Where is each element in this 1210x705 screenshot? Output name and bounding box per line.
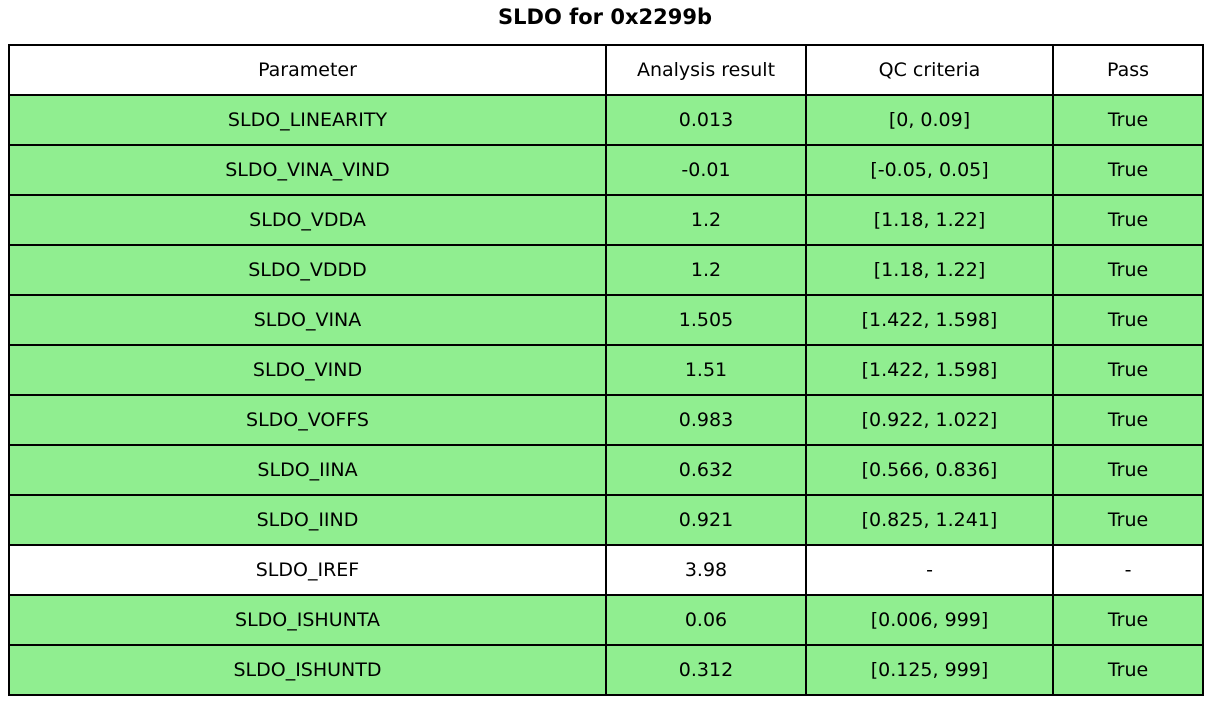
parameter-cell: SLDO_VDDA: [8, 194, 607, 246]
qc-criteria-cell: [1.18, 1.22]: [805, 194, 1054, 246]
parameter-cell: SLDO_ISHUNTD: [8, 644, 607, 696]
qc-criteria-cell: [0.566, 0.836]: [805, 444, 1054, 496]
pass-cell: True: [1052, 244, 1204, 296]
table-row: SLDO_IREF 3.98- -: [8, 544, 1204, 596]
table-row: SLDO_LINEARITY 0.013 [0, 0.09] True: [8, 94, 1204, 146]
qc-criteria-cell: -: [805, 544, 1054, 596]
analysis-result-cell: 3.98: [605, 544, 807, 596]
pass-cell: True: [1052, 294, 1204, 346]
analysis-result-cell: 0.312: [605, 644, 807, 696]
parameter-cell: SLDO_IREF: [8, 544, 607, 596]
pass-cell: True: [1052, 144, 1204, 196]
parameter-cell: SLDO_ISHUNTA: [8, 594, 607, 646]
col-header-pass: Pass: [1052, 44, 1204, 96]
parameter-cell: SLDO_VINA: [8, 294, 607, 346]
analysis-result-cell: 0.632: [605, 444, 807, 496]
col-header-analysis-result: Analysis result: [605, 44, 807, 96]
analysis-result-cell: 1.2: [605, 194, 807, 246]
pass-cell: True: [1052, 94, 1204, 146]
table-row: SLDO_VDDA 1.2 [1.18, 1.22] True: [8, 194, 1204, 246]
pass-cell: True: [1052, 644, 1204, 696]
table-row: SLDO_VINA_VIND -0.01 [-0.05, 0.05] True: [8, 144, 1204, 196]
qc-criteria-cell: [1.18, 1.22]: [805, 244, 1054, 296]
analysis-result-cell: 0.06: [605, 594, 807, 646]
parameter-cell: SLDO_IIND: [8, 494, 607, 546]
pass-cell: True: [1052, 444, 1204, 496]
analysis-result-cell: 0.921: [605, 494, 807, 546]
table-row: SLDO_ISHUNTA 0.06 [0.006, 999] True: [8, 594, 1204, 646]
table-row: SLDO_IIND 0.921 [0.825, 1.241] True: [8, 494, 1204, 546]
analysis-result-cell: 0.983: [605, 394, 807, 446]
figure-title: SLDO for 0x2299b: [498, 5, 712, 29]
parameter-cell: SLDO_VDDD: [8, 244, 607, 296]
analysis-result-cell: 1.505: [605, 294, 807, 346]
qc-criteria-cell: [0.125, 999]: [805, 644, 1054, 696]
pass-cell: -: [1052, 544, 1204, 596]
pass-cell: True: [1052, 394, 1204, 446]
table-row: SLDO_VOFFS 0.983 [0.922, 1.022] True: [8, 394, 1204, 446]
parameter-cell: SLDO_LINEARITY: [8, 94, 607, 146]
qc-table: Parameter Analysis result QC criteria Pa…: [8, 44, 1204, 696]
table-row: SLDO_VINA 1.505 [1.422, 1.598] True: [8, 294, 1204, 346]
qc-criteria-cell: [0.825, 1.241]: [805, 494, 1054, 546]
qc-criteria-cell: [0, 0.09]: [805, 94, 1054, 146]
table-row: SLDO_VIND 1.51 [1.422, 1.598] True: [8, 344, 1204, 396]
qc-criteria-cell: [0.006, 999]: [805, 594, 1054, 646]
qc-criteria-cell: [1.422, 1.598]: [805, 344, 1054, 396]
header-row: Parameter Analysis result QC criteria Pa…: [8, 44, 1204, 96]
pass-cell: True: [1052, 194, 1204, 246]
analysis-result-cell: -0.01: [605, 144, 807, 196]
table-row: SLDO_IINA 0.632 [0.566, 0.836] True: [8, 444, 1204, 496]
pass-cell: True: [1052, 494, 1204, 546]
qc-criteria-cell: [-0.05, 0.05]: [805, 144, 1054, 196]
analysis-result-cell: 0.013: [605, 94, 807, 146]
parameter-cell: SLDO_VOFFS: [8, 394, 607, 446]
table-row: SLDO_VDDD 1.2 [1.18, 1.22] True: [8, 244, 1204, 296]
parameter-cell: SLDO_VIND: [8, 344, 607, 396]
pass-cell: True: [1052, 594, 1204, 646]
col-header-qc-criteria: QC criteria: [805, 44, 1054, 96]
parameter-cell: SLDO_IINA: [8, 444, 607, 496]
analysis-result-cell: 1.51: [605, 344, 807, 396]
table-row: SLDO_ISHUNTD 0.312 [0.125, 999] True: [8, 644, 1204, 696]
table-body: SLDO_LINEARITY 0.013 [0, 0.09] True SLDO_VIN…: [8, 94, 1204, 696]
col-header-parameter: Parameter: [8, 44, 607, 96]
analysis-result-cell: 1.2: [605, 244, 807, 296]
qc-criteria-cell: [0.922, 1.022]: [805, 394, 1054, 446]
qc-criteria-cell: [1.422, 1.598]: [805, 294, 1054, 346]
pass-cell: True: [1052, 344, 1204, 396]
parameter-cell: SLDO_VINA_VIND: [8, 144, 607, 196]
